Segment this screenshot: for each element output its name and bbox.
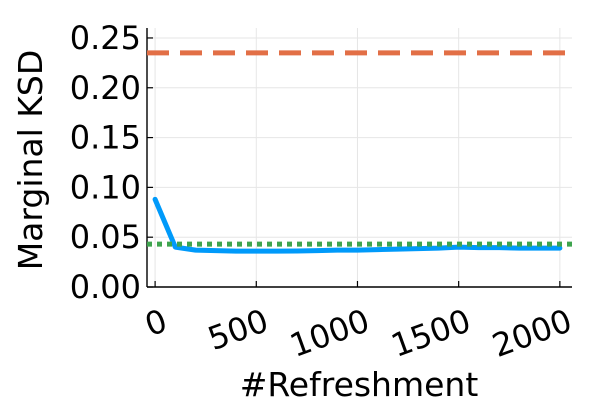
series-solid-line — [152, 196, 563, 254]
y-tick-label: 0.25 — [70, 19, 141, 57]
y-tick-label: 0.15 — [70, 119, 141, 157]
plot-series — [147, 50, 572, 254]
x-tick-label: 0 — [140, 301, 172, 344]
y-tick-label: 0.05 — [70, 218, 141, 256]
x-tick-label: 500 — [203, 301, 273, 358]
x-tick-label: 1000 — [285, 301, 375, 365]
y-tick-label: 0.10 — [70, 168, 141, 206]
y-tick-label: 0.20 — [70, 69, 141, 107]
x-tick-label: 1500 — [386, 301, 476, 365]
x-axis-ticks: 0 500 1000 1500 2000 — [140, 281, 577, 365]
y-axis-ticks: 0.00 0.05 0.10 0.15 0.20 0.25 — [70, 19, 153, 306]
y-axis-label: Marginal KSD — [11, 50, 50, 271]
y-tick-label: 0.00 — [70, 268, 141, 306]
x-axis-label: #Refreshment — [240, 365, 479, 400]
x-tick-label: 2000 — [487, 301, 577, 365]
